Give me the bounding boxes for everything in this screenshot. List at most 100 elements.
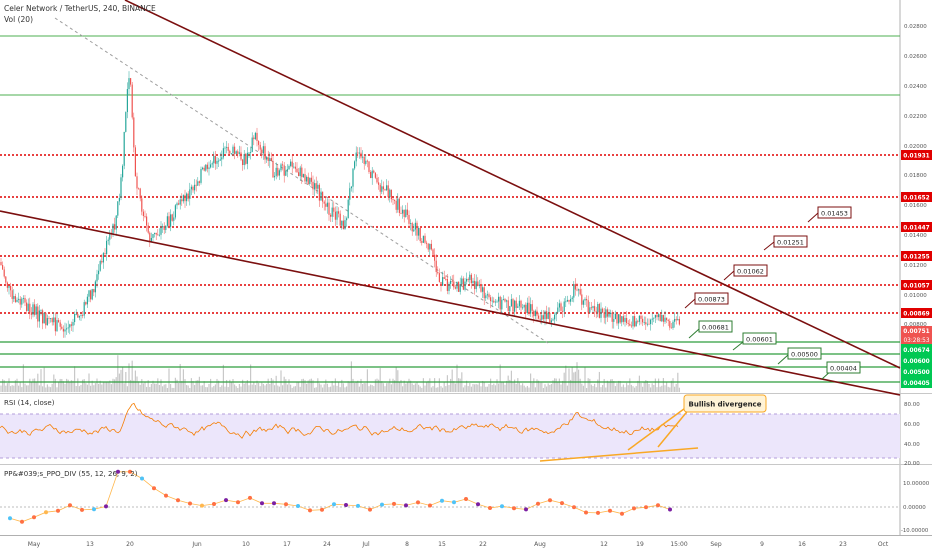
volume-bar — [19, 381, 21, 392]
price-tick: 0.01000 — [904, 293, 927, 299]
volume-bar — [552, 380, 554, 392]
candle-body — [294, 166, 296, 169]
rsi-band — [0, 414, 900, 458]
volume-bar — [554, 378, 556, 392]
price-axis[interactable] — [900, 0, 932, 535]
candle-body — [211, 163, 213, 165]
bullish-divergence-note[interactable] — [683, 394, 767, 413]
volume-bar — [141, 379, 143, 392]
candle-body — [413, 229, 415, 232]
candle-body — [582, 300, 584, 305]
volume-bar — [109, 380, 111, 392]
volume-bar — [91, 380, 93, 392]
symbol-title[interactable]: Celer Network / TetherUS, 240, BINANCE — [4, 4, 156, 13]
candle-body — [630, 325, 632, 327]
price-tick: 0.01800 — [904, 173, 927, 179]
volume-bar — [107, 382, 109, 392]
volume-bar — [469, 382, 471, 392]
ppo-tick: 0.00000 — [903, 505, 926, 511]
candle-body — [608, 313, 610, 317]
volume-bar — [509, 379, 511, 392]
candle-body — [237, 151, 239, 154]
upper-trendline[interactable] — [124, 0, 901, 369]
volume-bar — [182, 369, 184, 392]
rsi-tick: 40.00 — [904, 442, 920, 448]
volume-bar — [13, 385, 15, 392]
volume-bar — [178, 383, 180, 392]
ppo-marker — [236, 500, 240, 505]
candle-body — [480, 284, 482, 292]
candle-body — [218, 160, 220, 162]
candle-body — [214, 155, 216, 164]
candle-body — [416, 222, 418, 236]
volume-bar — [482, 380, 484, 392]
rsi-line — [0, 402, 679, 439]
candle-body — [130, 78, 132, 85]
candle-body — [330, 214, 332, 217]
lower-trendline[interactable] — [0, 210, 901, 396]
candle-body — [182, 195, 184, 202]
candle-body — [93, 289, 95, 293]
volume-bar — [560, 384, 562, 392]
volume-bar — [395, 366, 397, 392]
ppo-panel[interactable] — [0, 465, 900, 535]
candle-body — [131, 84, 133, 118]
candle-body — [344, 220, 346, 230]
volume-bar — [99, 380, 101, 392]
candle-body — [293, 166, 295, 168]
candle-body — [150, 237, 152, 242]
divergence-line — [627, 405, 689, 451]
candle-body — [459, 284, 461, 292]
volume-bar — [69, 382, 71, 392]
candle-body — [46, 318, 48, 326]
candle-body — [338, 211, 340, 214]
volume-bar — [237, 387, 239, 392]
ppo-title[interactable]: PP&#039;s_PPO_DIV (55, 12, 26, 9, 2) — [4, 470, 138, 478]
volume-bar — [197, 380, 199, 392]
candle-body — [163, 226, 165, 230]
candle-body — [243, 154, 245, 166]
volume-bar — [294, 386, 296, 392]
candle-body — [397, 198, 399, 210]
candle-body — [128, 78, 130, 90]
volume-bar — [672, 378, 674, 392]
resistance-tag: 0.00869 — [903, 312, 929, 318]
volume-bar — [534, 387, 536, 392]
volume-bar — [267, 378, 269, 392]
countdown: 03:28:53 — [903, 338, 929, 344]
candle-body — [640, 315, 642, 319]
volume-bar — [517, 378, 519, 392]
volume-bar — [6, 383, 8, 392]
volume-bar — [584, 367, 586, 392]
candle-body — [283, 165, 285, 176]
volume-bar — [602, 385, 604, 392]
volume-bar — [302, 378, 304, 392]
candle-body — [498, 296, 500, 302]
ppo-marker — [68, 503, 72, 508]
volume-bar — [230, 381, 232, 392]
ppo-marker — [416, 500, 420, 505]
candle-body — [213, 155, 215, 164]
volume-bar — [547, 383, 549, 392]
volume-bar — [242, 379, 244, 392]
candle-body — [170, 214, 172, 227]
ppo-marker — [80, 507, 84, 512]
volume-bar — [347, 381, 349, 392]
candle-body — [227, 146, 229, 151]
ppo-marker — [116, 469, 120, 474]
time-axis[interactable]: May 13 20 Jun 10 17 24 Jul 8 15 22 Aug 1… — [28, 541, 889, 548]
rsi-title[interactable]: RSI (14, close) — [4, 399, 55, 407]
callout-label: 0.00681 — [702, 324, 729, 332]
candle-body — [186, 193, 188, 202]
candle-body — [66, 328, 68, 330]
candle-body — [635, 321, 637, 327]
ppo-marker — [32, 515, 36, 520]
candle-body — [267, 157, 269, 161]
candle-body — [195, 184, 197, 186]
volume-bar — [544, 384, 546, 392]
candle-body — [155, 232, 157, 235]
volume-bar — [75, 385, 77, 392]
volume-bar — [653, 384, 655, 392]
volume-label[interactable]: Vol (20) — [4, 15, 33, 24]
